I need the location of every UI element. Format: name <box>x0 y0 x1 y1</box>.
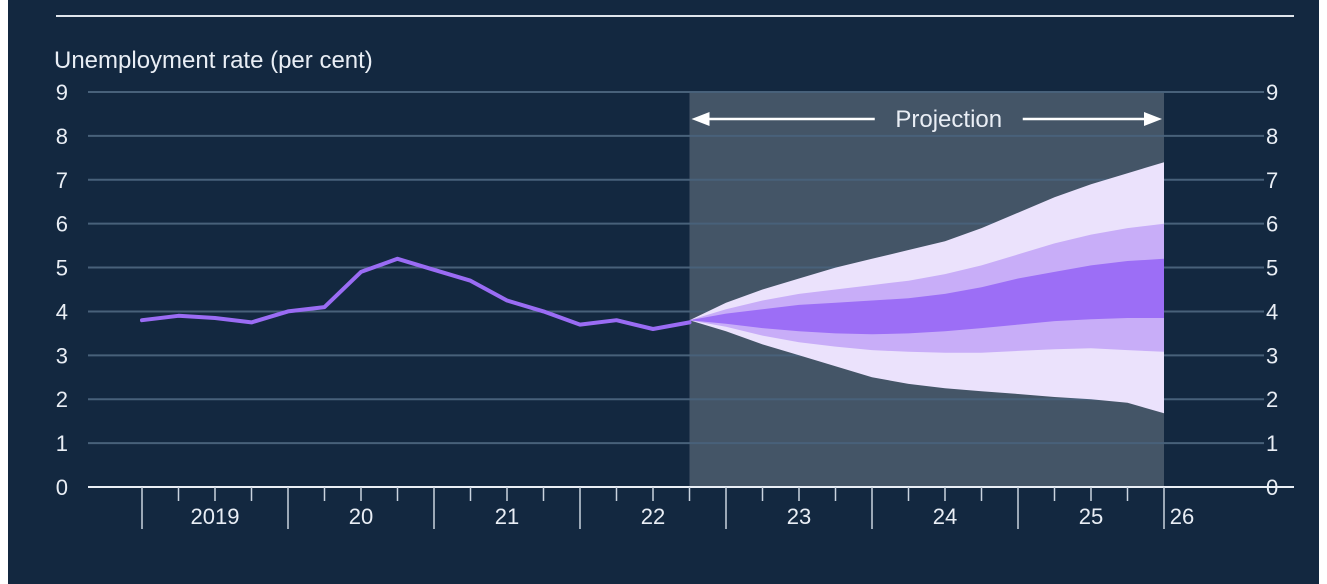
unemployment-history-line <box>140 256 692 331</box>
y-tick-label-right: 9 <box>1266 80 1278 105</box>
x-year-label: 26 <box>1170 504 1194 529</box>
y-tick-label-right: 7 <box>1266 168 1278 193</box>
y-tick-label-left: 8 <box>56 124 68 149</box>
y-tick-label-left: 1 <box>56 431 68 456</box>
y-tick-label-left: 3 <box>56 343 68 368</box>
y-tick-label-left: 6 <box>56 212 68 237</box>
y-tick-label-left: 0 <box>56 475 68 500</box>
x-year-label: 20 <box>349 504 373 529</box>
x-axis <box>88 486 1294 529</box>
y-tick-label-right: 0 <box>1266 475 1278 500</box>
y-tick-label-right: 2 <box>1266 387 1278 412</box>
y-tick-label-left: 9 <box>56 80 68 105</box>
y-tick-label-right: 6 <box>1266 212 1278 237</box>
x-year-label: 21 <box>495 504 519 529</box>
y-tick-label-right: 4 <box>1266 299 1278 324</box>
chart-svg: Unemployment rate (per cent) 0 01 12 23 34 45… <box>54 15 1294 529</box>
x-year-label: 22 <box>641 504 665 529</box>
projection-label: Projection <box>895 106 1002 133</box>
y-tick-label-right: 3 <box>1266 343 1278 368</box>
projection-arrowhead-left <box>691 112 710 126</box>
x-year-label: 23 <box>787 504 811 529</box>
history-line-layer <box>140 256 692 331</box>
y-axis-title: Unemployment rate (per cent) <box>54 47 373 74</box>
y-tick-label-right: 5 <box>1266 256 1278 281</box>
x-year-label: 2019 <box>191 504 240 529</box>
y-tick-label-left: 5 <box>56 256 68 281</box>
y-tick-label-left: 2 <box>56 387 68 412</box>
y-tick-label-right: 8 <box>1266 124 1278 149</box>
fan-chart <box>689 162 1164 414</box>
y-tick-label-left: 4 <box>56 299 68 324</box>
x-year-label: 24 <box>933 504 957 529</box>
projection-arrowhead-right <box>1144 112 1162 126</box>
y-tick-label-left: 7 <box>56 168 68 193</box>
x-year-label: 25 <box>1079 504 1103 529</box>
fan-band-inner <box>689 258 1164 335</box>
y-tick-label-right: 1 <box>1266 431 1278 456</box>
